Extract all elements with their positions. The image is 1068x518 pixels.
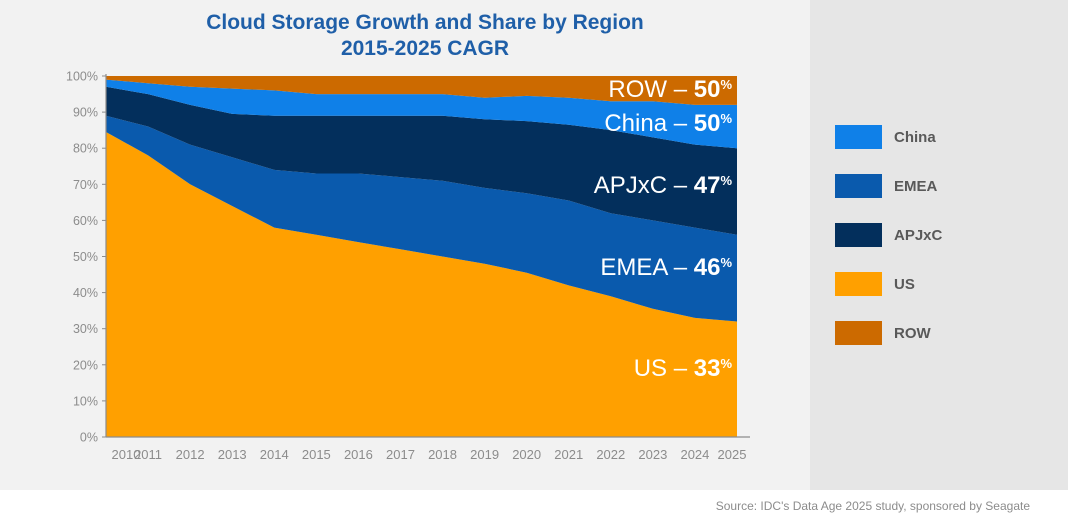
x-tick-label: 2012: [176, 447, 205, 462]
area-us: [106, 132, 737, 437]
legend-label-us: US: [894, 275, 915, 293]
legend-label-china: China: [894, 128, 936, 146]
y-tick-label: 60%: [73, 214, 98, 228]
y-tick-label: 0%: [80, 431, 98, 445]
x-tick-label: 2025: [718, 447, 747, 462]
x-tick-label: 2010: [112, 447, 141, 462]
y-tick-label: 70%: [73, 178, 98, 192]
x-tick-label: 2013: [218, 447, 247, 462]
y-tick-label: 40%: [73, 286, 98, 300]
y-tick-label: 50%: [73, 250, 98, 264]
legend-swatch-us: [835, 272, 882, 296]
y-tick-label: 80%: [73, 142, 98, 156]
y-tick-label: 100%: [66, 70, 98, 84]
annotation-row: ROW – 50%: [608, 76, 732, 103]
x-tick-label: 2022: [596, 447, 625, 462]
legend-swatch-apjxc: [835, 223, 882, 247]
chart-subtitle: 2015-2025 CAGR: [340, 37, 510, 60]
x-tick-label: 2024: [680, 447, 709, 462]
legend-item-us: US: [835, 272, 1035, 296]
area-apjxc: [106, 86, 737, 235]
legend-item-emea: EMEA: [835, 174, 1035, 198]
x-tick-label: 2023: [638, 447, 667, 462]
y-tick-label: 90%: [73, 106, 98, 120]
x-tick-label: 2018: [428, 447, 457, 462]
stacked-area-chart: 0%10%20%30%40%50%60%70%80%90%100%2010201…: [66, 70, 750, 462]
legend-item-row: ROW: [835, 321, 1035, 345]
chart-title: Cloud Storage Growth and Share by Region: [206, 11, 644, 34]
annotation-us: US – 33%: [634, 355, 733, 382]
legend-label-apjxc: APJxC: [894, 226, 943, 244]
x-tick-label: 2019: [470, 447, 499, 462]
x-tick-label: 2014: [260, 447, 289, 462]
annotation-apjxc: APJxC – 47%: [594, 172, 733, 199]
source-note: Source: IDC's Data Age 2025 study, spons…: [715, 499, 1030, 513]
x-tick-label: 2020: [512, 447, 541, 462]
annotation-china: China – 50%: [604, 110, 732, 137]
y-tick-label: 30%: [73, 322, 98, 336]
legend-item-china: China: [835, 125, 1035, 149]
area-china: [106, 79, 737, 149]
annotation-emea: EMEA – 46%: [600, 254, 732, 281]
x-tick-label: 2011: [134, 447, 162, 462]
x-tick-label: 2017: [386, 447, 415, 462]
x-tick-label: 2016: [344, 447, 373, 462]
y-tick-label: 20%: [73, 358, 98, 372]
area-row: [106, 76, 737, 105]
area-emea: [106, 115, 737, 322]
legend-swatch-emea: [835, 174, 882, 198]
x-tick-label: 2015: [302, 447, 331, 462]
y-tick-label: 10%: [73, 394, 98, 408]
x-tick-label: 2021: [554, 447, 583, 462]
legend-label-row: ROW: [894, 324, 931, 342]
legend-label-emea: EMEA: [894, 177, 938, 195]
chart-title-block: Cloud Storage Growth and Share by Region…: [40, 10, 810, 62]
legend-swatch-china: [835, 125, 882, 149]
legend-swatch-row: [835, 321, 882, 345]
legend-item-apjxc: APJxC: [835, 223, 1035, 247]
